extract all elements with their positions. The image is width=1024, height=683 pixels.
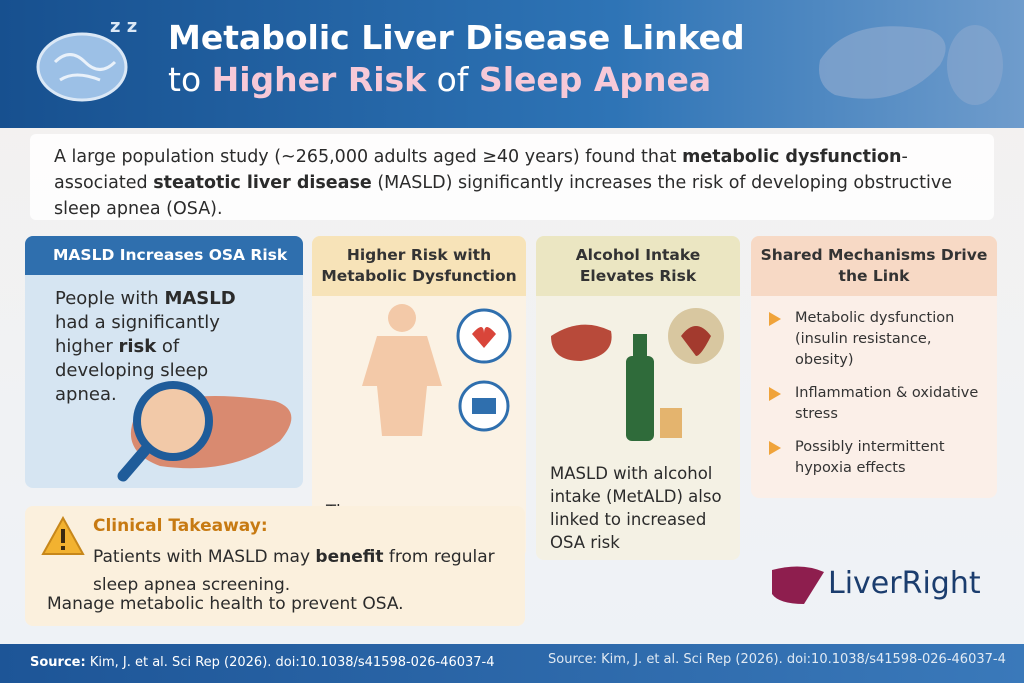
text-segment: benefit bbox=[315, 547, 384, 567]
liver-icon bbox=[819, 25, 1003, 105]
text-segment: had a significantly higher bbox=[55, 312, 220, 357]
card: Shared Mechanisms Drive the Link Metabol… bbox=[751, 236, 997, 498]
card-title: Higher Risk with Metabolic Dysfunction bbox=[312, 236, 526, 296]
logo-icon bbox=[772, 566, 824, 604]
footer: Source: Kim, J. et al. Sci Rep (2026). d… bbox=[0, 644, 1024, 683]
text-segment: from regular sleep apnea screening. bbox=[93, 547, 495, 595]
card-body: People with MASLD had a significantly hi… bbox=[25, 275, 303, 419]
header: z z Metabolic Liver Disease Linked to Hi… bbox=[0, 0, 1024, 128]
text-segment: (MASLD) significantly increases the risk… bbox=[54, 173, 952, 219]
svg-text:z z: z z bbox=[110, 16, 137, 37]
text-segment: A large population study (~265,000 adult… bbox=[54, 147, 683, 167]
takeaway: Clinical Takeaway: Patients with MASLD m… bbox=[25, 506, 525, 626]
card-title: Alcohol Intake Elevates Risk bbox=[536, 236, 740, 296]
text-segment: steatotic liver disease bbox=[153, 173, 372, 193]
mechanism-item: Possibly intermittent hypoxia effects bbox=[765, 437, 983, 479]
text-segment: risk bbox=[118, 336, 157, 357]
title: to Higher Risk of Sleep Apnea bbox=[168, 60, 711, 99]
card-body: MASLD with alcohol intake (MetALD) also … bbox=[536, 462, 740, 554]
text-segment: MASLD with alcohol intake (MetALD) also … bbox=[550, 464, 722, 552]
takeaway-text: Manage metabolic health to prevent OSA. bbox=[47, 594, 404, 614]
source-citation: Kim, J. et al. Sci Rep (2026). doi:10.10… bbox=[89, 655, 495, 670]
mechanism-list: Metabolic dysfunction (insulin resistanc… bbox=[751, 308, 997, 479]
source-label: Source: bbox=[30, 655, 86, 670]
source: Source: Kim, J. et al. Sci Rep (2026). d… bbox=[548, 652, 1006, 667]
text-segment: Higher Risk bbox=[211, 60, 427, 99]
text-segment: -associated bbox=[54, 147, 908, 193]
text-segment: to bbox=[168, 60, 212, 99]
logo: LiverRight bbox=[828, 566, 981, 601]
takeaway-text: Patients with MASLD may benefit from reg… bbox=[93, 543, 513, 599]
title: Metabolic Liver Disease Linked bbox=[168, 18, 745, 57]
takeaway-title: Clinical Takeaway: bbox=[93, 516, 268, 536]
text-segment: metabolic dysfunction bbox=[682, 147, 902, 167]
text-segment: Sleep Apnea bbox=[478, 60, 712, 99]
intro: A large population study (~265,000 adult… bbox=[30, 134, 994, 220]
card-title: Shared Mechanisms Drive the Link bbox=[751, 236, 997, 296]
text-segment: People with bbox=[55, 288, 165, 309]
card: MASLD Increases OSA Risk People with MAS… bbox=[25, 236, 303, 488]
text-segment: of developing sleep apnea. bbox=[55, 336, 209, 405]
card-title: MASLD Increases OSA Risk bbox=[25, 236, 303, 275]
mechanism-item: Inflammation & oxidative stress bbox=[765, 383, 983, 425]
mechanism-item: Metabolic dysfunction (insulin resistanc… bbox=[765, 308, 983, 371]
text-segment: MASLD bbox=[164, 288, 236, 309]
card: Alcohol Intake Elevates Risk MASLD with … bbox=[536, 236, 740, 560]
source: Source: Kim, J. et al. Sci Rep (2026). d… bbox=[30, 655, 495, 670]
magnifier-icon bbox=[117, 381, 292, 482]
alcohol-icon bbox=[551, 308, 724, 441]
text-segment: of bbox=[426, 60, 479, 99]
body-icon bbox=[362, 304, 512, 436]
warning-icon bbox=[41, 516, 85, 555]
brain-icon: z z bbox=[36, 16, 137, 102]
text-segment: Patients with MASLD may bbox=[93, 547, 316, 567]
